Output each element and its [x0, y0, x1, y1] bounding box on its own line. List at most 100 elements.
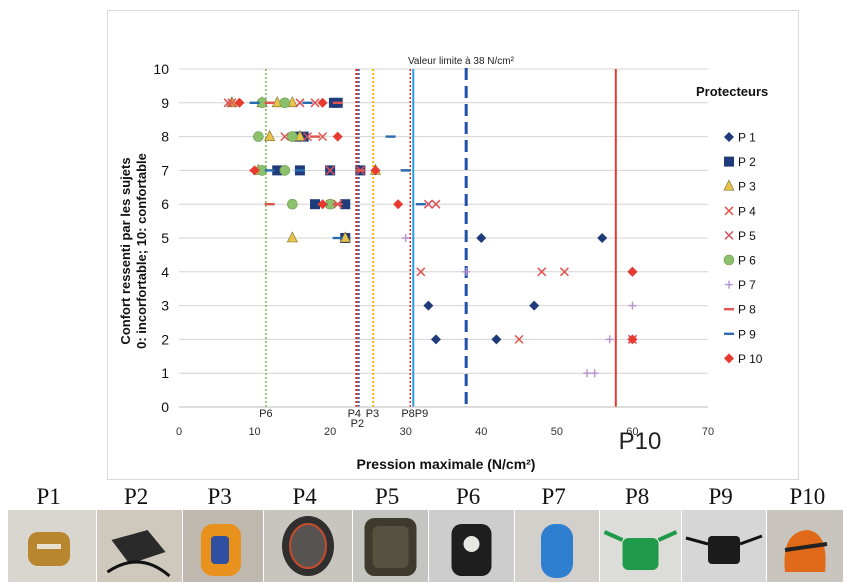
photo-label: P5 [375, 484, 400, 509]
data-point [339, 231, 351, 243]
data-point [491, 334, 502, 345]
legend-label: P 4 [738, 204, 756, 218]
protector-photo [97, 510, 182, 582]
y-tick-label: 8 [161, 129, 169, 145]
data-point [559, 267, 569, 277]
scatter-chart: 0 1 2 3 4 5 6 7 8 9 10 0 10 20 30 40 50 60 70 P6 P4 P3 P8P9 P2 P… [118, 56, 768, 472]
protector-photo [515, 510, 599, 582]
data-point [370, 165, 381, 176]
x-tick-label: 0 [176, 426, 182, 438]
photo-label: P6 [456, 484, 481, 509]
legend: P 1 P 2 P 3 P 4 P 5 P 6 P 7 P 8 P 9 P 10 [723, 131, 763, 366]
legend-title: Protecteurs [696, 84, 768, 99]
protector-photo-strip: P1 P2 P3 P4 P5 P6 P7 P8 P9 P10 [8, 484, 844, 583]
data-point [605, 335, 614, 344]
photo-label: P8 [625, 484, 650, 509]
protector-photo [353, 510, 428, 582]
data-point [317, 199, 328, 210]
reference-line-label: P10 [619, 428, 662, 455]
data-point [597, 233, 608, 243]
photo-label: P1 [36, 484, 61, 509]
grid-layer [179, 68, 708, 408]
photo-label: P7 [541, 484, 566, 509]
protector-photo [767, 510, 843, 582]
data-point [401, 234, 410, 242]
legend-marker [724, 353, 734, 364]
data-point [317, 97, 328, 108]
data-point [627, 334, 638, 345]
reference-line-label: P4 [348, 408, 361, 420]
limit-annotation: Valeur limite à 38 N/cm² [408, 56, 515, 67]
data-point [628, 301, 637, 310]
x-tick-label: 70 [702, 426, 714, 438]
data-point [253, 131, 264, 142]
y-tick-label: 2 [161, 331, 169, 347]
protector-photo [264, 510, 352, 582]
data-point [310, 98, 320, 108]
data-point [227, 98, 237, 108]
data-point [590, 369, 599, 378]
y-axis-title-line2: 0: incorfortable; 10: confortable [134, 153, 149, 349]
data-point [295, 98, 305, 108]
data-point [287, 198, 298, 210]
legend-label: P 9 [738, 327, 756, 341]
protector-photo [183, 510, 263, 582]
data-point [249, 165, 260, 176]
reference-line-label: P6 [259, 408, 272, 420]
y-tick-label: 6 [161, 196, 169, 212]
data-point [302, 132, 313, 142]
legend-marker [724, 132, 734, 142]
legend-marker [723, 179, 735, 191]
photo-label: P10 [789, 484, 826, 509]
data-point [462, 267, 471, 276]
reference-line-label: P8P9 [401, 408, 428, 420]
data-point [234, 97, 245, 108]
x-tick-label: 60 [626, 426, 638, 438]
legend-label: P 3 [738, 180, 756, 194]
y-tick-label: 0 [161, 399, 169, 415]
legend-label: P 5 [738, 229, 756, 243]
photo-label: P3 [207, 484, 232, 509]
data-point [310, 199, 321, 210]
legend-marker [724, 206, 734, 216]
y-tick-label: 10 [153, 61, 169, 77]
data-point [423, 300, 434, 311]
data-point [325, 165, 335, 175]
legend-label: P 2 [738, 155, 756, 169]
x-tick-label: 40 [475, 426, 487, 438]
data-point [280, 132, 290, 142]
chart-frame: 0 1 2 3 4 5 6 7 8 9 10 0 10 20 30 40 50 60 70 P6 P4 P3 P8P9 P2 P… [107, 10, 799, 480]
data-point [393, 199, 404, 210]
data-point [340, 199, 351, 210]
photo-label: P9 [708, 484, 733, 509]
data-point [583, 369, 592, 378]
data-point [287, 131, 298, 142]
y-tick-label: 1 [161, 365, 169, 381]
legend-marker [723, 254, 735, 266]
reference-line-label: P3 [366, 408, 379, 420]
data-point [332, 131, 343, 142]
x-axis-title: Pression maximale (N/cm²) [357, 456, 536, 472]
data-point [318, 132, 328, 142]
data-point [279, 97, 291, 109]
photo-label: P2 [124, 484, 149, 509]
photo-label: P4 [292, 484, 317, 509]
data-point [514, 334, 524, 344]
axes: 0 1 2 3 4 5 6 7 8 9 10 0 10 20 30 40 50 60 70 P6 P4 P3 P8P9 P2 P… [153, 61, 714, 455]
y-axis-title-line1: Confort ressenti par les sujets [118, 157, 133, 344]
data-point [264, 129, 276, 141]
data-point [430, 334, 441, 345]
protector-photo [682, 510, 766, 582]
data-points [223, 96, 638, 378]
legend-label: P 10 [738, 352, 763, 366]
y-tick-label: 7 [161, 162, 169, 178]
data-point [298, 131, 309, 142]
legend-marker [724, 156, 734, 167]
legend-label: P 1 [738, 131, 756, 145]
data-point [537, 267, 547, 277]
reference-line-label: P2 [351, 418, 364, 430]
y-tick-label: 5 [161, 230, 169, 246]
data-point [286, 231, 298, 243]
legend-label: P 7 [738, 278, 756, 292]
legend-label: P 8 [738, 303, 756, 317]
